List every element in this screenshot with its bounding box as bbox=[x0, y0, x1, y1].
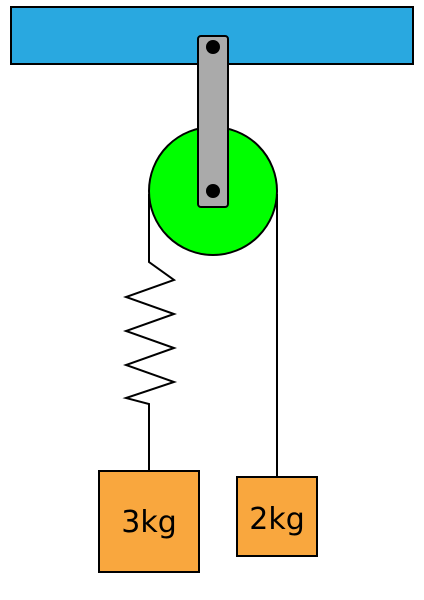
mass-right-label: 2kg bbox=[249, 502, 305, 537]
mass-left-block bbox=[98, 470, 200, 573]
mass-left-label: 3kg bbox=[121, 505, 177, 540]
left-rope-with-spring bbox=[122, 194, 178, 471]
mass-right: 2kg bbox=[236, 476, 318, 557]
mass-right-block bbox=[236, 476, 318, 557]
pulley-bracket bbox=[197, 35, 229, 208]
mass-left: 3kg bbox=[98, 470, 200, 573]
bracket-axle-pin bbox=[206, 184, 220, 198]
bracket-top-pin bbox=[206, 40, 220, 54]
